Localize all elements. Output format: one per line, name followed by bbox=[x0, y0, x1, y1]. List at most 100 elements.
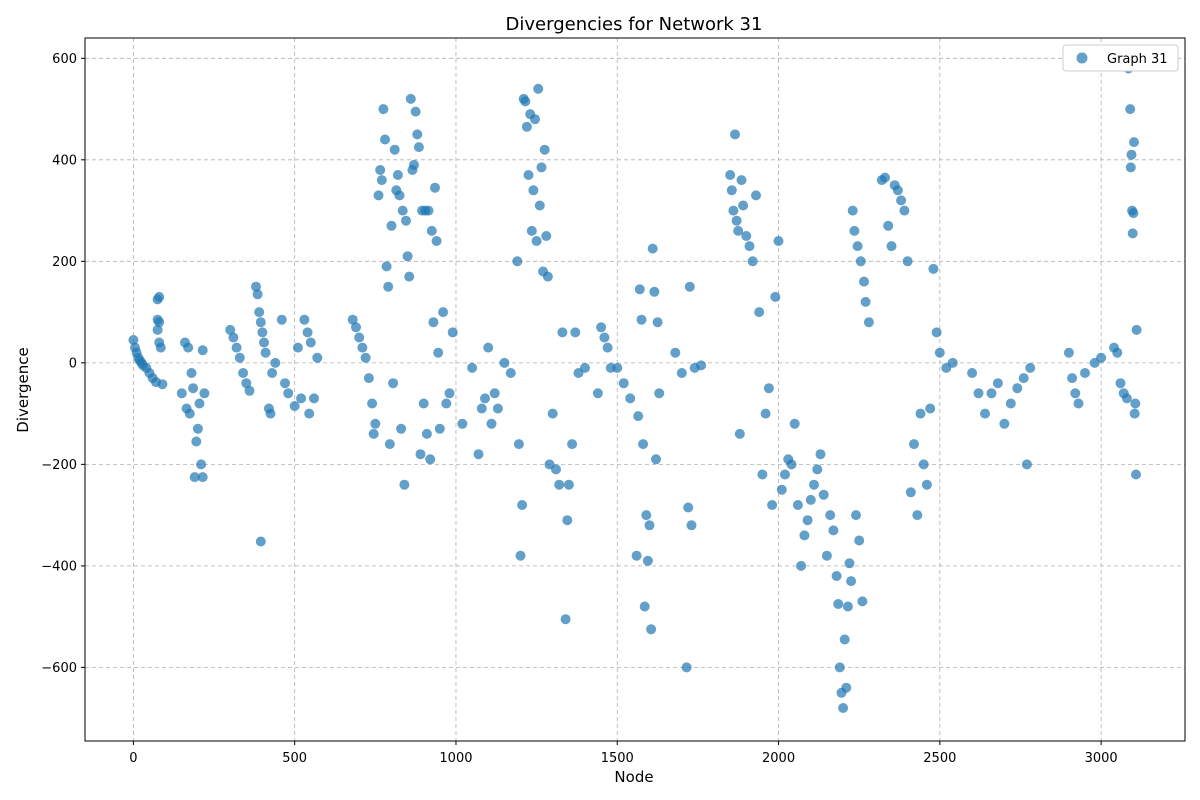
data-point bbox=[915, 408, 926, 419]
data-point bbox=[157, 379, 168, 390]
data-point bbox=[533, 83, 544, 94]
data-point bbox=[523, 170, 534, 180]
data-point bbox=[734, 428, 745, 439]
data-point bbox=[512, 256, 523, 267]
data-point bbox=[928, 263, 939, 274]
data-point bbox=[646, 624, 657, 635]
data-point bbox=[846, 576, 857, 587]
data-point bbox=[225, 324, 236, 335]
data-point bbox=[799, 530, 810, 541]
data-point bbox=[542, 271, 553, 282]
data-point bbox=[760, 408, 771, 419]
data-point bbox=[683, 502, 694, 513]
data-point bbox=[360, 352, 371, 363]
data-point bbox=[763, 383, 774, 394]
data-point bbox=[560, 614, 571, 625]
data-point bbox=[154, 291, 165, 302]
data-point bbox=[238, 368, 249, 378]
data-point bbox=[255, 317, 266, 328]
data-point bbox=[1073, 398, 1084, 409]
data-point bbox=[259, 337, 269, 348]
legend-marker bbox=[1076, 52, 1088, 64]
data-point bbox=[925, 403, 936, 414]
data-point bbox=[536, 162, 547, 173]
data-point bbox=[802, 515, 813, 526]
data-point bbox=[999, 418, 1010, 429]
data-point bbox=[192, 423, 203, 434]
data-point bbox=[725, 170, 736, 180]
data-point bbox=[947, 357, 958, 368]
data-point bbox=[612, 362, 623, 373]
x-tick-label: 500 bbox=[282, 751, 307, 766]
data-point bbox=[480, 393, 490, 404]
data-point bbox=[973, 388, 984, 399]
y-tick-label: 0 bbox=[69, 356, 77, 371]
data-point bbox=[257, 327, 268, 338]
data-point bbox=[818, 489, 829, 500]
data-point bbox=[638, 439, 649, 450]
data-point bbox=[751, 190, 761, 201]
data-point bbox=[849, 225, 860, 236]
data-point bbox=[267, 368, 278, 378]
plot-area-frame bbox=[84, 37, 1186, 742]
data-point bbox=[767, 500, 778, 510]
data-point bbox=[831, 571, 842, 581]
data-point bbox=[426, 225, 437, 236]
data-point bbox=[373, 190, 384, 201]
data-point bbox=[1096, 352, 1107, 363]
data-point bbox=[492, 403, 503, 414]
data-point bbox=[526, 225, 537, 236]
data-point bbox=[851, 510, 861, 521]
data-point bbox=[757, 469, 768, 480]
data-point bbox=[380, 134, 390, 145]
y-tick-label: −600 bbox=[41, 661, 77, 676]
legend-box bbox=[1062, 44, 1179, 72]
data-point bbox=[796, 560, 807, 571]
data-point bbox=[1125, 104, 1136, 115]
data-point bbox=[444, 388, 455, 399]
data-point bbox=[1018, 373, 1029, 384]
data-point bbox=[642, 555, 653, 566]
data-point bbox=[647, 243, 658, 254]
data-point bbox=[547, 408, 558, 419]
data-point bbox=[567, 439, 578, 450]
data-point bbox=[376, 175, 387, 186]
data-point bbox=[530, 114, 540, 125]
data-point bbox=[905, 487, 916, 498]
data-point bbox=[886, 241, 897, 252]
data-point bbox=[1025, 362, 1036, 373]
data-point bbox=[476, 403, 487, 414]
data-point bbox=[909, 439, 919, 450]
data-point bbox=[521, 121, 532, 132]
data-point bbox=[188, 383, 199, 394]
data-point bbox=[423, 205, 434, 216]
data-point bbox=[563, 479, 574, 490]
legend-label: Graph 31 bbox=[1107, 52, 1168, 67]
data-point bbox=[520, 96, 531, 107]
data-point bbox=[918, 459, 929, 470]
data-point bbox=[726, 185, 737, 196]
data-point bbox=[186, 368, 197, 378]
data-point bbox=[596, 322, 607, 333]
data-point bbox=[1125, 162, 1136, 173]
data-point bbox=[304, 408, 315, 419]
data-point bbox=[388, 378, 399, 389]
data-point bbox=[363, 373, 374, 384]
data-point bbox=[194, 398, 205, 409]
data-point bbox=[842, 601, 853, 612]
data-point bbox=[539, 144, 550, 155]
data-point bbox=[434, 423, 445, 434]
data-point bbox=[251, 281, 261, 292]
data-point bbox=[833, 599, 844, 609]
y-axis-ticks: −600 −400 −200 0 200 400 600 bbox=[41, 52, 85, 676]
data-point bbox=[1127, 228, 1138, 239]
data-point bbox=[634, 284, 645, 295]
data-point bbox=[154, 317, 165, 328]
data-point bbox=[415, 449, 426, 460]
data-point bbox=[992, 378, 1003, 389]
grid-lines bbox=[85, 38, 1185, 741]
data-point bbox=[1005, 398, 1016, 409]
data-point bbox=[841, 682, 852, 693]
data-point bbox=[854, 535, 865, 546]
data-point bbox=[283, 388, 294, 399]
